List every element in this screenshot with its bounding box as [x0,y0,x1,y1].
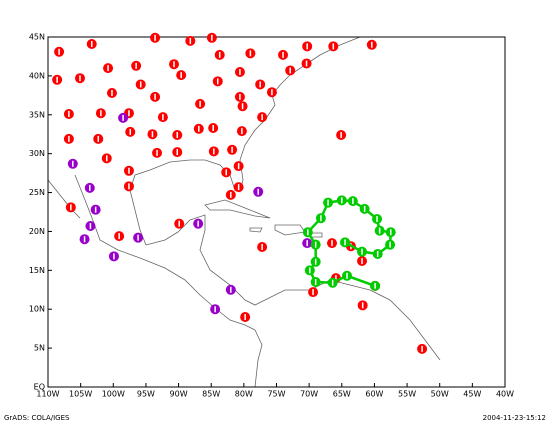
island [274,224,306,236]
y-tick-label: 10N [29,305,45,314]
y-tick-label: 35N [29,110,45,119]
x-tick-label: 85W [202,390,220,399]
x-tick-label: 45W [463,390,481,399]
y-tick-label: 20N [29,227,45,236]
y-tick-label: 40N [29,71,45,80]
footer-right: 2004-11-23-15:12 [483,414,546,422]
y-tick-label: EQ [34,383,45,392]
y-tick-label: 25N [29,188,45,197]
x-tick-label: 40W [496,390,514,399]
x-tick-label: 80W [235,390,253,399]
x-tick-label: 60W [365,390,383,399]
x-tick-label: 100W [102,390,125,399]
y-tick-label: 45N [29,33,45,42]
x-tick-label: 50W [431,390,449,399]
coastline [47,179,81,219]
x-tick-label: 95W [137,390,155,399]
coastline [74,174,263,388]
x-tick-label: 65W [333,390,351,399]
x-tick-label: 75W [267,390,285,399]
x-tick-label: 55W [398,390,416,399]
footer-left: GrADS: COLA/IGES [4,414,70,422]
x-tick-label: 70W [300,390,318,399]
y-tick-label: 30N [29,149,45,158]
island [204,199,271,219]
coastline [145,214,441,361]
x-tick-label: 90W [170,390,188,399]
island [249,227,263,233]
y-tick-label: 5N [34,344,45,353]
x-tick-label: 110W [36,390,59,399]
x-tick-label: 105W [69,390,92,399]
y-tick-label: 15N [29,266,45,275]
